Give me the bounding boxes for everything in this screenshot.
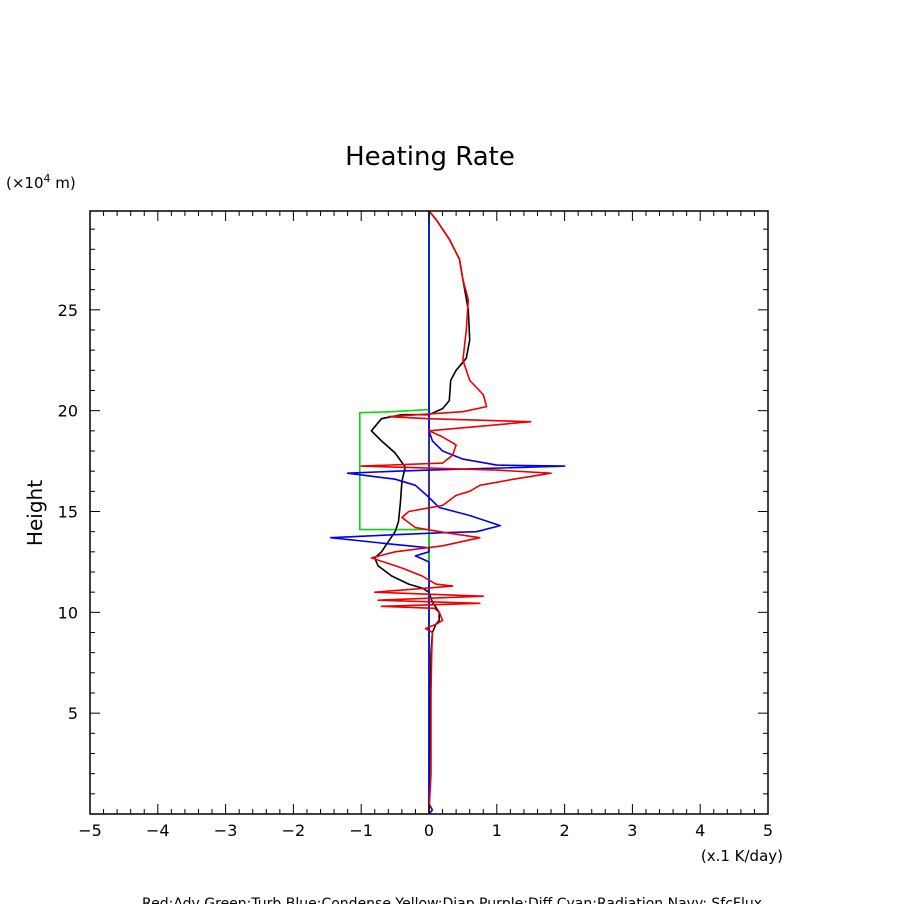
y-tick-label: 10 bbox=[58, 603, 78, 622]
x-tick-label: −2 bbox=[282, 821, 306, 840]
x-tick-label: 0 bbox=[424, 821, 434, 840]
series-layer bbox=[329, 211, 566, 814]
x-tick-label: 5 bbox=[763, 821, 773, 840]
x-tick-label: −3 bbox=[214, 821, 238, 840]
x-units-label: (x.1 K/day) bbox=[701, 847, 783, 865]
x-tick-label: 1 bbox=[492, 821, 502, 840]
x-tick-label: 3 bbox=[627, 821, 637, 840]
x-tick-label: 4 bbox=[695, 821, 705, 840]
series-line-blue-condense bbox=[329, 211, 566, 814]
chart-title: Heating Rate bbox=[345, 142, 515, 172]
y-axis-label: Height bbox=[23, 480, 47, 546]
plot-frame bbox=[89, 210, 769, 815]
x-tick-label: −5 bbox=[78, 821, 102, 840]
series-line-green-turb bbox=[359, 211, 430, 814]
x-tick-label: 2 bbox=[560, 821, 570, 840]
ticks-layer: −5 −4 −3 −2 −1 0 1 2 3 4 5 5 10 15 20 25 bbox=[58, 211, 773, 840]
y-units-label: (×104 m) bbox=[6, 172, 76, 192]
x-tick-label: −4 bbox=[146, 821, 170, 840]
x-tick-label: −1 bbox=[349, 821, 373, 840]
y-tick-label: 20 bbox=[58, 402, 78, 421]
legend-text: Red:Adv Green:Turb Blue:Condense Yellow:… bbox=[142, 896, 762, 904]
y-tick-label: 5 bbox=[68, 704, 78, 723]
y-tick-label: 15 bbox=[58, 502, 78, 521]
series-line-red-adv bbox=[360, 211, 552, 813]
y-tick-label: 25 bbox=[58, 301, 78, 320]
